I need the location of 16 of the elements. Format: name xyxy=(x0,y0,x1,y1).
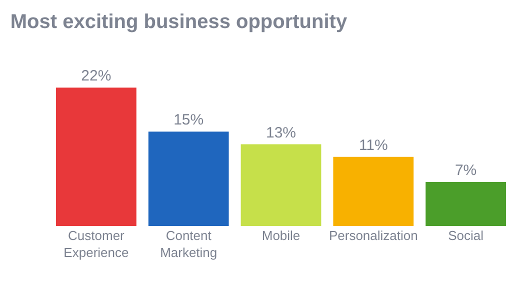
x-tick-label: Mobile xyxy=(262,228,300,243)
data-label: 13% xyxy=(266,124,296,142)
bar xyxy=(56,88,136,226)
x-tick-label: Social xyxy=(448,228,484,243)
data-label: 15% xyxy=(174,112,204,129)
data-label: 22% xyxy=(81,68,112,85)
x-tick-label: Personalization xyxy=(328,228,418,243)
data-label: 7% xyxy=(454,162,477,179)
chart-title: Most exciting business opportunity xyxy=(10,11,348,34)
bar xyxy=(333,156,414,226)
x-tick-label: Customer Experience xyxy=(64,228,129,260)
bar xyxy=(426,182,506,226)
x-tick-label: Content Marketing xyxy=(160,228,218,260)
data-label: 11% xyxy=(358,136,388,154)
bar xyxy=(240,144,322,226)
bar xyxy=(148,132,229,226)
